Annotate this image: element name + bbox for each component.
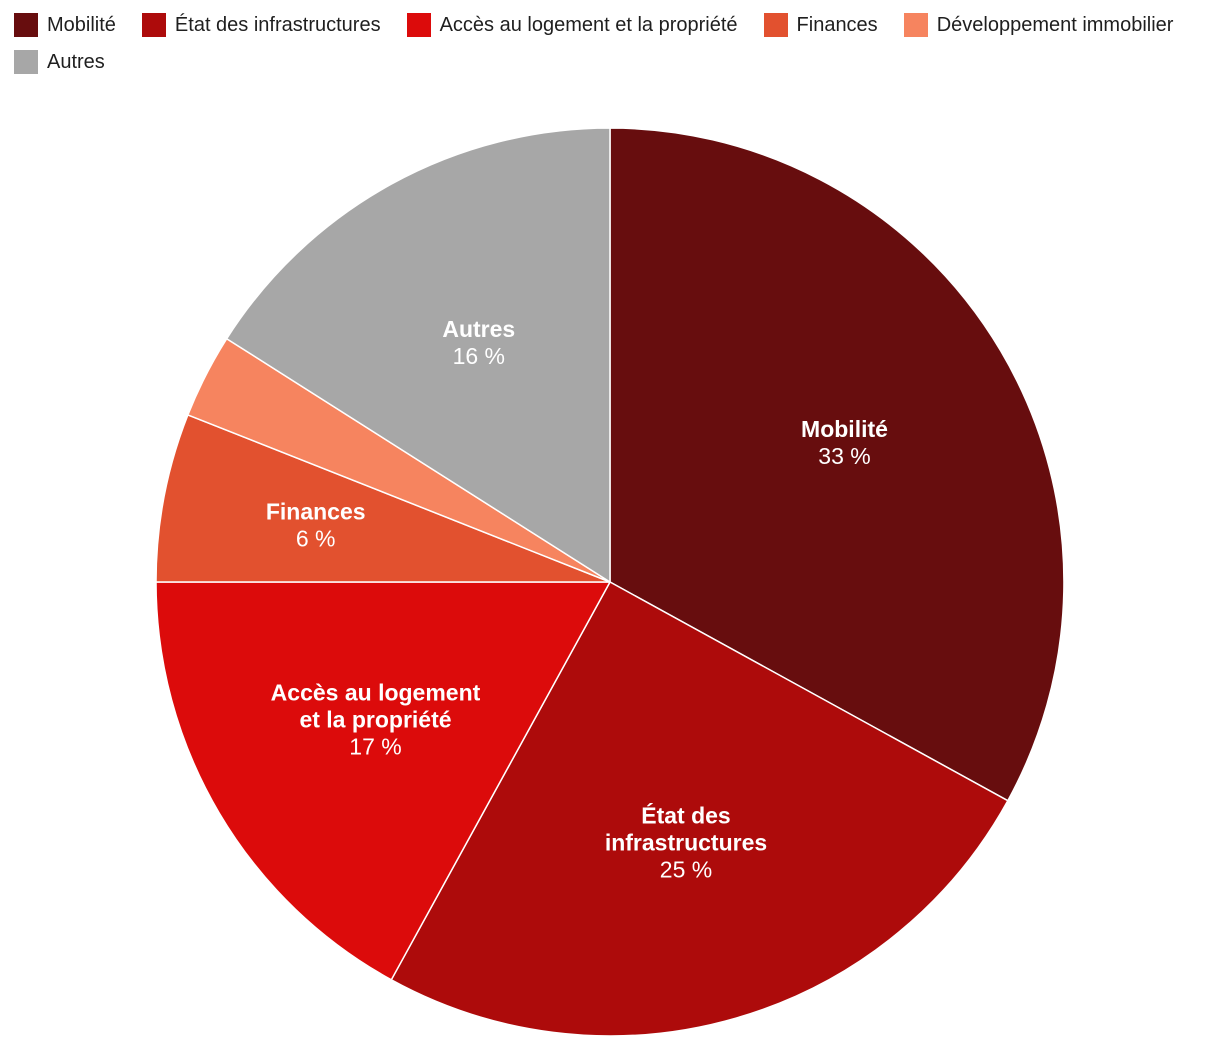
legend-swatch bbox=[14, 13, 38, 37]
legend-swatch bbox=[141, 13, 166, 37]
legend-swatch bbox=[406, 13, 431, 37]
legend-label: Accès au logement et la propriété bbox=[439, 14, 738, 36]
legend-item-1[interactable]: État des infrastructures bbox=[141, 13, 381, 37]
slice-label-2: Accès au logement et la propriété 17 % bbox=[271, 680, 481, 760]
legend-item-0[interactable]: Mobilité bbox=[14, 13, 116, 37]
pie-slice-0[interactable] bbox=[609, 127, 1065, 802]
pie-slice-1[interactable] bbox=[390, 581, 1009, 1037]
legend-item-4[interactable]: Développement immobilier bbox=[903, 13, 1174, 37]
legend-label: Développement immobilier bbox=[936, 14, 1174, 36]
legend-label: Mobilité bbox=[47, 14, 116, 36]
legend-label: Autres bbox=[47, 51, 105, 73]
pie-slice-2[interactable] bbox=[155, 581, 611, 981]
legend-swatch bbox=[903, 13, 928, 37]
legend-swatch bbox=[763, 13, 788, 37]
legend-label: Finances bbox=[796, 14, 878, 36]
legend-swatch bbox=[14, 50, 38, 74]
slice-label-1: État des infrastructures 25 % bbox=[605, 802, 767, 883]
slice-label-5: Autres 16 % bbox=[442, 316, 515, 369]
legend-item-2[interactable]: Accès au logement et la propriété bbox=[406, 13, 738, 37]
pie-chart: Mobilité 33 % État des infrastructures 25 % A… bbox=[155, 127, 1065, 1037]
pie-slice-3[interactable] bbox=[155, 414, 611, 583]
legend-item-3[interactable]: Finances bbox=[763, 13, 878, 37]
legend-item-5[interactable]: Autres bbox=[14, 50, 105, 74]
chart-legend: Mobilité État des infrastructures Accès au… bbox=[0, 0, 1218, 74]
slice-label-3: Finances 6 % bbox=[266, 498, 366, 551]
slice-label-0: Mobilité 33 % bbox=[801, 416, 888, 469]
legend-label: État des infrastructures bbox=[174, 14, 381, 36]
pie-slice-5[interactable] bbox=[225, 127, 611, 583]
